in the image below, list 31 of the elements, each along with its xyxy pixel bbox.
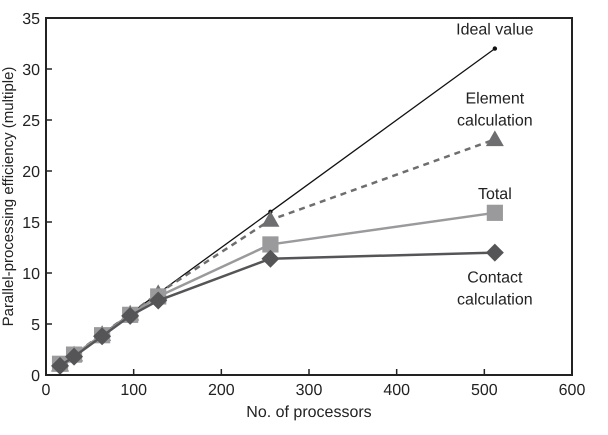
point [65,348,84,366]
y-tick-label: 10 [22,266,40,283]
series-label: Contact calculation [457,270,533,309]
x-tick-label: 100 [120,382,148,399]
point [486,244,504,262]
point [262,236,279,253]
point [486,130,504,146]
point [492,46,498,51]
y-tick-label: 20 [22,164,40,181]
x-axis-title: No. of processors [246,404,372,421]
x-tick-label: 400 [383,382,410,399]
series-label: Ideal value [456,22,534,39]
series-label: Total [478,186,512,203]
y-tick-label: 30 [22,62,40,79]
point [261,210,280,227]
x-tick-label: 600 [558,382,586,399]
y-tick-label: 15 [22,215,40,232]
y-tick-label: 5 [31,317,40,334]
y-tick-label: 35 [22,11,40,28]
series-label: Element calculation [457,90,533,130]
point [261,250,280,268]
x-tick-label: 300 [296,382,322,399]
point [51,356,70,375]
x-tick-label: 200 [208,382,235,399]
y-axis-title: Parallel-processing efficiency (multiple) [0,66,17,326]
y-tick-label: 0 [31,368,40,385]
x-tick-label: 0 [42,382,51,399]
x-tick-label: 500 [470,382,498,399]
point [486,204,503,221]
y-tick-label: 25 [22,113,40,130]
point [149,292,168,310]
